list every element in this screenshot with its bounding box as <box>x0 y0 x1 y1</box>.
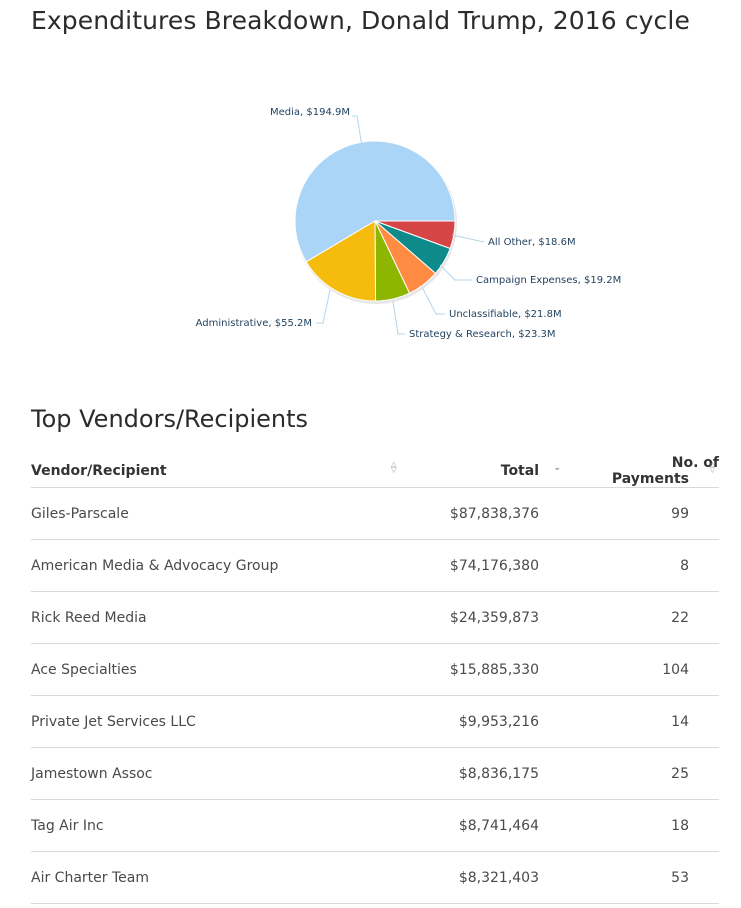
cell-count: 22 <box>565 591 719 644</box>
pie-connector-line <box>451 234 485 243</box>
table-row: Tag Air Inc $8,741,464 18 <box>31 799 719 852</box>
page-title: Expenditures Breakdown, Donald Trump, 20… <box>31 6 690 35</box>
table-header-row: Vendor/Recipient △ ▽ Total ⌄ No. of Payme… <box>31 455 719 488</box>
cell-count-value: 104 <box>662 661 689 678</box>
table-row: Giles-Parscale $87,838,376 99 <box>31 487 719 540</box>
cell-vendor: Private Jet Services LLC <box>31 695 413 748</box>
cell-total-value: $8,741,464 <box>458 817 539 834</box>
pie-slice-label: Unclassifiable, $21.8M <box>449 309 562 320</box>
table-row: American Media & Advocacy Group $74,176,… <box>31 539 719 592</box>
cell-count: 18 <box>565 799 719 852</box>
expenditures-pie-chart: Media, $194.9M All Other, $18.6M Campaign … <box>196 107 622 340</box>
cell-count: 104 <box>565 643 719 696</box>
cell-count: 99 <box>565 487 719 540</box>
cell-count-value: 14 <box>671 713 689 730</box>
cell-total: $87,838,376 <box>413 487 565 540</box>
cell-count: 25 <box>565 747 719 800</box>
column-header-count-label: No. of Payments <box>611 455 719 487</box>
cell-count-value: 8 <box>680 557 689 574</box>
column-header-vendor-label: Vendor/Recipient <box>31 463 167 479</box>
vendors-table: Vendor/Recipient △ ▽ Total ⌄ No. of Payme… <box>31 455 719 904</box>
table-row: Ace Specialties $15,885,330 104 <box>31 643 719 696</box>
cell-total: $8,321,403 <box>413 851 565 904</box>
cell-vendor: Air Charter Team <box>31 851 413 904</box>
column-header-count[interactable]: No. of Payments △ ▽ <box>565 455 719 488</box>
pie-slice[interactable] <box>305 220 377 302</box>
pie-connector-line <box>352 115 363 147</box>
cell-total-value: $15,885,330 <box>449 661 539 678</box>
cell-count: 14 <box>565 695 719 748</box>
cell-total: $8,836,175 <box>413 747 565 800</box>
sort-desc-icon[interactable]: ⌄ <box>553 463 561 473</box>
cell-count: 53 <box>565 851 719 904</box>
cell-count-value: 99 <box>671 505 689 522</box>
cell-count: 8 <box>565 539 719 592</box>
cell-vendor: Ace Specialties <box>31 643 413 696</box>
cell-total: $24,359,873 <box>413 591 565 644</box>
pie-connector-line <box>392 300 405 335</box>
pie-connector-line <box>439 264 472 281</box>
section-title-vendors: Top Vendors/Recipients <box>31 405 309 433</box>
pie-slice-label: Strategy & Research, $23.3M <box>409 329 555 340</box>
table-row: Private Jet Services LLC $9,953,216 14 <box>31 695 719 748</box>
cell-vendor: Rick Reed Media <box>31 591 413 644</box>
cell-vendor: Jamestown Assoc <box>31 747 413 800</box>
cell-total: $74,176,380 <box>413 539 565 592</box>
cell-total-value: $8,321,403 <box>458 869 539 886</box>
pie-slice-label: Media, $194.9M <box>270 107 350 118</box>
cell-total: $9,953,216 <box>413 695 565 748</box>
cell-total-value: $24,359,873 <box>449 609 539 626</box>
cell-total-value: $74,176,380 <box>449 557 539 574</box>
cell-count-value: 25 <box>671 765 689 782</box>
cell-vendor: American Media & Advocacy Group <box>31 539 413 592</box>
pie-slice[interactable] <box>294 140 456 263</box>
column-header-total[interactable]: Total ⌄ <box>413 455 565 488</box>
column-header-vendor[interactable]: Vendor/Recipient △ ▽ <box>31 455 413 488</box>
pie-slice-label: Campaign Expenses, $19.2M <box>476 275 621 286</box>
table-row: Rick Reed Media $24,359,873 22 <box>31 591 719 644</box>
sort-both-icon[interactable]: △ ▽ <box>391 460 397 474</box>
pie-connector-line <box>421 286 445 315</box>
cell-total: $8,741,464 <box>413 799 565 852</box>
cell-total-value: $87,838,376 <box>449 505 539 522</box>
cell-total-value: $9,953,216 <box>458 713 539 730</box>
column-header-total-label: Total <box>500 463 539 479</box>
pie-slice-label: All Other, $18.6M <box>488 237 576 248</box>
sort-both-icon[interactable]: △ ▽ <box>709 460 715 474</box>
pie-slice-label: Administrative, $55.2M <box>196 318 312 329</box>
table-row: Air Charter Team $8,321,403 53 <box>31 851 719 904</box>
cell-vendor: Tag Air Inc <box>31 799 413 852</box>
cell-vendor: Giles-Parscale <box>31 487 413 540</box>
cell-count-value: 53 <box>671 869 689 886</box>
cell-count-value: 22 <box>671 609 689 626</box>
cell-total: $15,885,330 <box>413 643 565 696</box>
table-row: Jamestown Assoc $8,836,175 25 <box>31 747 719 800</box>
cell-total-value: $8,836,175 <box>458 765 539 782</box>
pie-connector-line <box>316 289 331 324</box>
cell-count-value: 18 <box>671 817 689 834</box>
